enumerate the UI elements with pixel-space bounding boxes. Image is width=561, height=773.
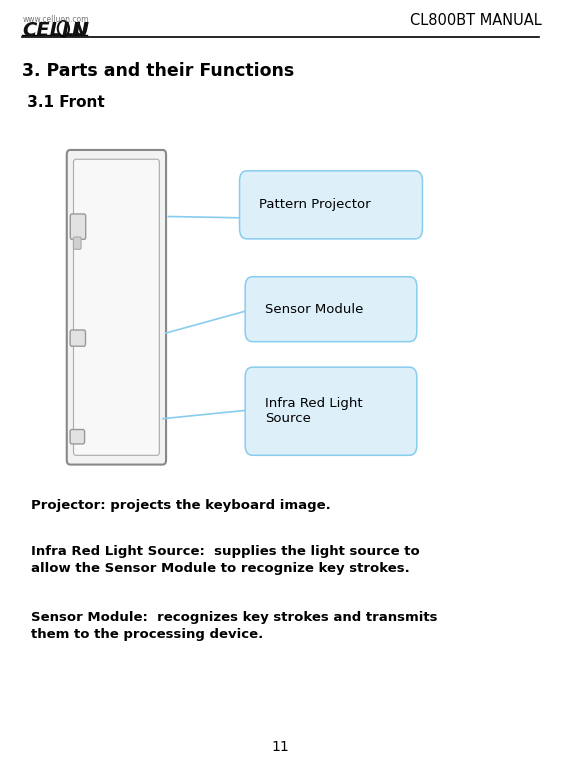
Text: 3.1 Front: 3.1 Front [22, 95, 105, 110]
Text: N: N [71, 21, 88, 40]
FancyBboxPatch shape [240, 171, 422, 239]
FancyBboxPatch shape [73, 159, 159, 455]
Text: 11: 11 [272, 740, 289, 754]
Text: CL800BT MANUAL: CL800BT MANUAL [410, 13, 541, 28]
FancyBboxPatch shape [67, 150, 166, 465]
Text: CELLU: CELLU [22, 21, 90, 40]
FancyBboxPatch shape [245, 367, 417, 455]
Text: Sensor Module: Sensor Module [265, 303, 363, 315]
Text: Projector: projects the keyboard image.: Projector: projects the keyboard image. [31, 499, 330, 512]
Text: Sensor Module:  recognizes key strokes and transmits
them to the processing devi: Sensor Module: recognizes key strokes an… [31, 611, 438, 641]
Text: www.celluon.com: www.celluon.com [22, 15, 89, 25]
FancyBboxPatch shape [73, 237, 81, 249]
Text: Pattern Projector: Pattern Projector [259, 199, 371, 211]
FancyBboxPatch shape [70, 430, 85, 444]
Text: Infra Red Light Source:  supplies the light source to
allow the Sensor Module to: Infra Red Light Source: supplies the lig… [31, 545, 420, 575]
FancyBboxPatch shape [70, 330, 85, 346]
FancyBboxPatch shape [70, 214, 86, 240]
Text: Infra Red Light
Source: Infra Red Light Source [265, 397, 362, 425]
FancyBboxPatch shape [245, 277, 417, 342]
Text: 3. Parts and their Functions: 3. Parts and their Functions [22, 62, 295, 80]
